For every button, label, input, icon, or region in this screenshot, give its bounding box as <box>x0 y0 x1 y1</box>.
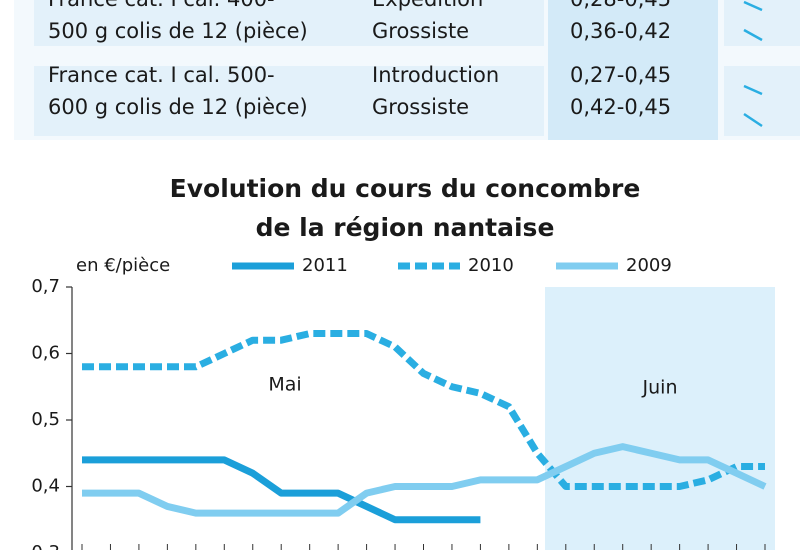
annotation: Juin <box>642 377 678 399</box>
annotation: Mai <box>268 374 301 396</box>
y-tick-label: 0,7 <box>31 276 60 297</box>
y-tick-label: 0,3 <box>31 542 60 550</box>
y-tick-label: 0,4 <box>31 476 60 497</box>
series-line <box>82 456 481 524</box>
table-cell: Introduction <box>372 63 499 87</box>
table-cell: 600 g colis de 12 (pièce) <box>48 95 308 119</box>
table-cell: 0,28-0,45 <box>570 0 671 11</box>
table-cell: Grossiste <box>372 19 469 43</box>
series-line <box>82 443 767 517</box>
legend-label: 2010 <box>468 255 514 276</box>
y-tick-label: 0,6 <box>31 343 60 364</box>
row-bg <box>724 0 800 46</box>
table-cell: 0,42-0,45 <box>570 95 671 119</box>
row-bg <box>34 0 544 46</box>
table-cell: 500 g colis de 12 (pièce) <box>48 19 308 43</box>
y-tick-label: 0,5 <box>31 409 60 430</box>
table-cell: 0,27-0,45 <box>570 63 671 87</box>
table-cell: Grossiste <box>372 95 469 119</box>
row-bg <box>34 66 544 136</box>
table-cell: France cat. I cal. 500- <box>48 63 275 87</box>
row-bg <box>724 66 800 136</box>
chart-title: de la région nantaise <box>256 213 555 242</box>
table-cell: Expédition <box>372 0 483 11</box>
trend-arrows <box>743 0 763 128</box>
juin-shade <box>545 287 775 550</box>
legend-label: 2011 <box>302 255 348 276</box>
table-cell: France cat. I cal. 400- <box>48 0 275 11</box>
series-line <box>82 330 765 490</box>
table-cell: 0,36-0,42 <box>570 19 671 43</box>
chart-title: Evolution du cours du concombre <box>170 174 641 203</box>
y-label: en €/pièce <box>76 255 170 276</box>
legend-label: 2009 <box>626 255 672 276</box>
price-col-bg <box>548 0 718 140</box>
